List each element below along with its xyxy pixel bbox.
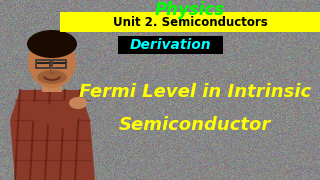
Ellipse shape	[37, 70, 67, 84]
Polygon shape	[25, 95, 85, 130]
Text: Derivation: Derivation	[130, 38, 212, 52]
Bar	[118, 36, 223, 54]
Bar	[60, 12, 320, 32]
Text: Fermi Level in Intrinsic: Fermi Level in Intrinsic	[79, 83, 311, 101]
Ellipse shape	[27, 30, 77, 58]
Bar	[42, 80, 62, 92]
Text: Physics: Physics	[155, 1, 225, 19]
Ellipse shape	[69, 97, 87, 109]
Bar	[52, 60, 66, 68]
Text: Semiconductor: Semiconductor	[119, 116, 271, 134]
Polygon shape	[10, 90, 95, 180]
Text: Unit 2. Semiconductors: Unit 2. Semiconductors	[113, 17, 268, 30]
Ellipse shape	[28, 36, 76, 88]
Bar	[36, 60, 50, 68]
